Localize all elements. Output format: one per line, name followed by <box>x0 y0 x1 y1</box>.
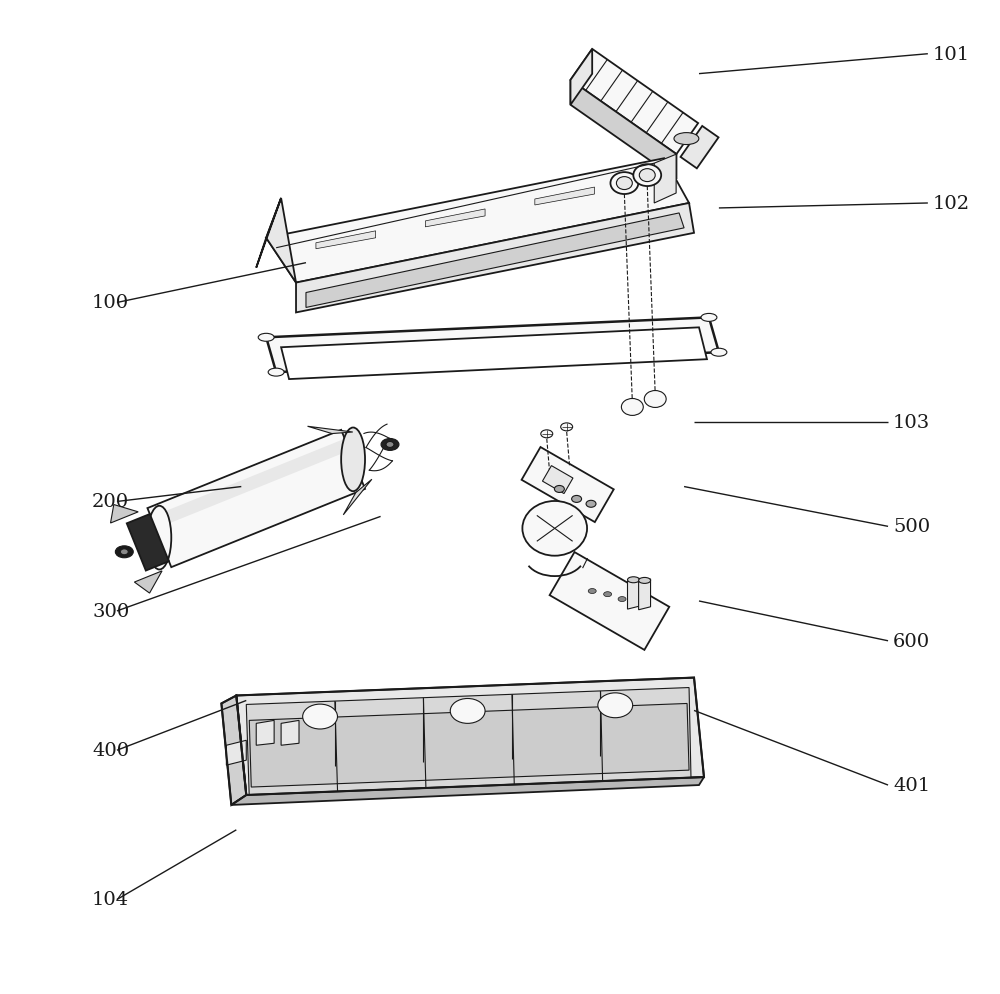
Polygon shape <box>111 505 138 524</box>
Ellipse shape <box>450 699 485 724</box>
Ellipse shape <box>147 506 171 570</box>
Ellipse shape <box>341 428 365 492</box>
Polygon shape <box>266 199 296 283</box>
Ellipse shape <box>644 392 666 409</box>
Polygon shape <box>221 696 246 805</box>
Text: 600: 600 <box>893 632 930 650</box>
Polygon shape <box>236 678 704 795</box>
Polygon shape <box>571 81 676 180</box>
Polygon shape <box>571 50 592 105</box>
Polygon shape <box>266 159 689 283</box>
Polygon shape <box>542 466 573 494</box>
Text: 101: 101 <box>933 46 970 64</box>
Ellipse shape <box>381 439 399 451</box>
Text: 104: 104 <box>92 891 129 909</box>
Polygon shape <box>571 50 698 155</box>
Ellipse shape <box>554 486 564 493</box>
Ellipse shape <box>541 430 553 438</box>
Ellipse shape <box>618 597 626 602</box>
Polygon shape <box>628 579 639 609</box>
Polygon shape <box>522 447 614 523</box>
Polygon shape <box>535 188 595 206</box>
Ellipse shape <box>522 501 587 557</box>
Ellipse shape <box>633 165 661 187</box>
Ellipse shape <box>639 169 655 183</box>
Polygon shape <box>281 328 707 380</box>
Polygon shape <box>681 127 719 169</box>
Ellipse shape <box>115 547 133 559</box>
Polygon shape <box>266 318 719 373</box>
Polygon shape <box>550 553 669 650</box>
Ellipse shape <box>621 399 643 415</box>
Polygon shape <box>231 777 704 805</box>
Text: 300: 300 <box>92 602 129 620</box>
Ellipse shape <box>561 423 573 431</box>
Ellipse shape <box>628 578 639 583</box>
Ellipse shape <box>604 592 612 597</box>
Polygon shape <box>134 572 162 593</box>
Text: 200: 200 <box>92 493 129 511</box>
Ellipse shape <box>586 501 596 508</box>
Ellipse shape <box>386 442 394 448</box>
Ellipse shape <box>616 177 632 191</box>
Polygon shape <box>425 210 485 228</box>
Ellipse shape <box>268 369 284 377</box>
Ellipse shape <box>120 550 128 556</box>
Ellipse shape <box>674 133 699 145</box>
Polygon shape <box>256 721 274 746</box>
Polygon shape <box>316 232 376 249</box>
Polygon shape <box>306 214 684 308</box>
Text: 102: 102 <box>933 195 970 213</box>
Polygon shape <box>308 426 353 434</box>
Ellipse shape <box>701 314 717 322</box>
Ellipse shape <box>258 334 274 342</box>
Polygon shape <box>639 580 651 610</box>
Polygon shape <box>249 704 689 787</box>
Polygon shape <box>246 688 691 797</box>
Text: 401: 401 <box>893 776 930 794</box>
Polygon shape <box>256 199 281 268</box>
Ellipse shape <box>598 693 633 718</box>
Text: 400: 400 <box>92 742 129 759</box>
Polygon shape <box>147 430 365 568</box>
Polygon shape <box>151 439 350 529</box>
Text: 500: 500 <box>893 518 930 536</box>
Polygon shape <box>226 741 246 765</box>
Ellipse shape <box>610 173 638 195</box>
Ellipse shape <box>303 705 337 730</box>
Polygon shape <box>127 515 169 571</box>
Ellipse shape <box>588 588 596 594</box>
Text: 103: 103 <box>893 414 930 431</box>
Polygon shape <box>281 721 299 746</box>
Ellipse shape <box>572 496 582 503</box>
Text: 100: 100 <box>92 294 129 312</box>
Ellipse shape <box>711 349 727 357</box>
Polygon shape <box>296 204 694 313</box>
Ellipse shape <box>639 578 651 583</box>
Polygon shape <box>654 155 676 204</box>
Polygon shape <box>343 480 372 515</box>
